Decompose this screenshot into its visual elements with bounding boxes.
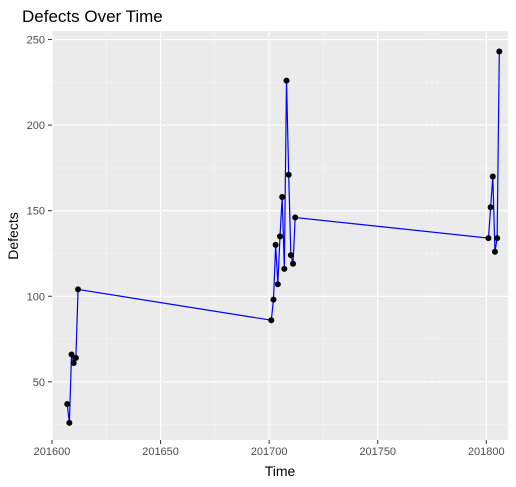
data-point	[72, 354, 79, 361]
data-point	[494, 235, 501, 242]
y-tick-label: 150	[27, 206, 45, 218]
y-tick-label: 50	[33, 377, 45, 389]
x-tick-label: 201650	[142, 446, 179, 458]
data-point	[496, 48, 503, 55]
data-point	[279, 194, 286, 200]
data-point	[70, 359, 77, 366]
data-point	[285, 171, 292, 178]
x-axis-title: Time	[265, 463, 296, 479]
data-point	[64, 401, 71, 408]
y-tick-label: 100	[27, 291, 45, 303]
x-tick-label: 201700	[251, 446, 288, 458]
data-point	[270, 296, 277, 303]
tick-labels: 201600 201650 201700 201750 201800 50 100 150 20…	[27, 35, 505, 458]
axis-ticks	[48, 39, 487, 444]
data-point	[292, 214, 299, 221]
data-point	[281, 265, 288, 272]
data-point	[75, 286, 82, 293]
x-tick-label: 201800	[468, 446, 505, 458]
data-point	[268, 317, 275, 324]
data-point	[277, 233, 283, 240]
data-point	[290, 260, 297, 267]
major-gridlines	[51, 31, 508, 440]
chart-title: Defects Over Time	[22, 7, 163, 26]
x-tick-label: 201600	[34, 446, 71, 458]
data-point	[68, 351, 75, 358]
y-tick-label: 250	[27, 35, 45, 47]
y-axis-title: Defects	[5, 212, 21, 259]
y-tick-label: 200	[27, 120, 45, 132]
data-point	[283, 77, 290, 84]
data-points	[64, 48, 503, 426]
data-point	[489, 173, 496, 180]
data-point	[491, 248, 498, 255]
x-tick-label: 201750	[359, 446, 396, 458]
data-point	[487, 204, 494, 211]
data-point	[272, 241, 279, 248]
data-point	[66, 419, 73, 426]
data-point	[274, 281, 281, 288]
data-point	[287, 252, 294, 259]
data-point	[485, 235, 492, 242]
minor-gridlines	[52, 31, 508, 440]
